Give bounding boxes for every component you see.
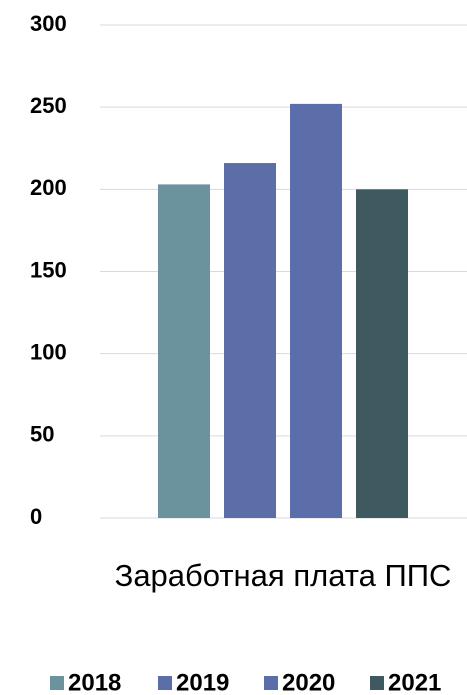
bar bbox=[158, 184, 210, 519]
legend-swatch bbox=[370, 676, 384, 690]
x-tick-label: Заработная плата ППС bbox=[114, 558, 452, 593]
bar bbox=[290, 103, 342, 518]
y-tick-label: 200 bbox=[30, 175, 67, 200]
y-tick-label: 250 bbox=[30, 93, 67, 118]
y-tick-label: 150 bbox=[30, 257, 67, 282]
legend-label: 2018 bbox=[68, 669, 121, 695]
legend-label: 2020 bbox=[282, 669, 335, 695]
bar bbox=[224, 163, 276, 519]
legend-label: 2019 bbox=[176, 669, 229, 695]
y-tick-label: 0 bbox=[30, 504, 42, 529]
y-tick-label: 100 bbox=[30, 339, 67, 364]
legend-swatch bbox=[158, 676, 172, 690]
y-tick-label: 300 bbox=[30, 11, 67, 36]
legend-swatch bbox=[264, 676, 278, 690]
legend-swatch bbox=[50, 676, 64, 690]
y-tick-label: 50 bbox=[30, 422, 54, 447]
bar bbox=[356, 189, 408, 519]
legend-label: 2021 bbox=[388, 669, 441, 695]
